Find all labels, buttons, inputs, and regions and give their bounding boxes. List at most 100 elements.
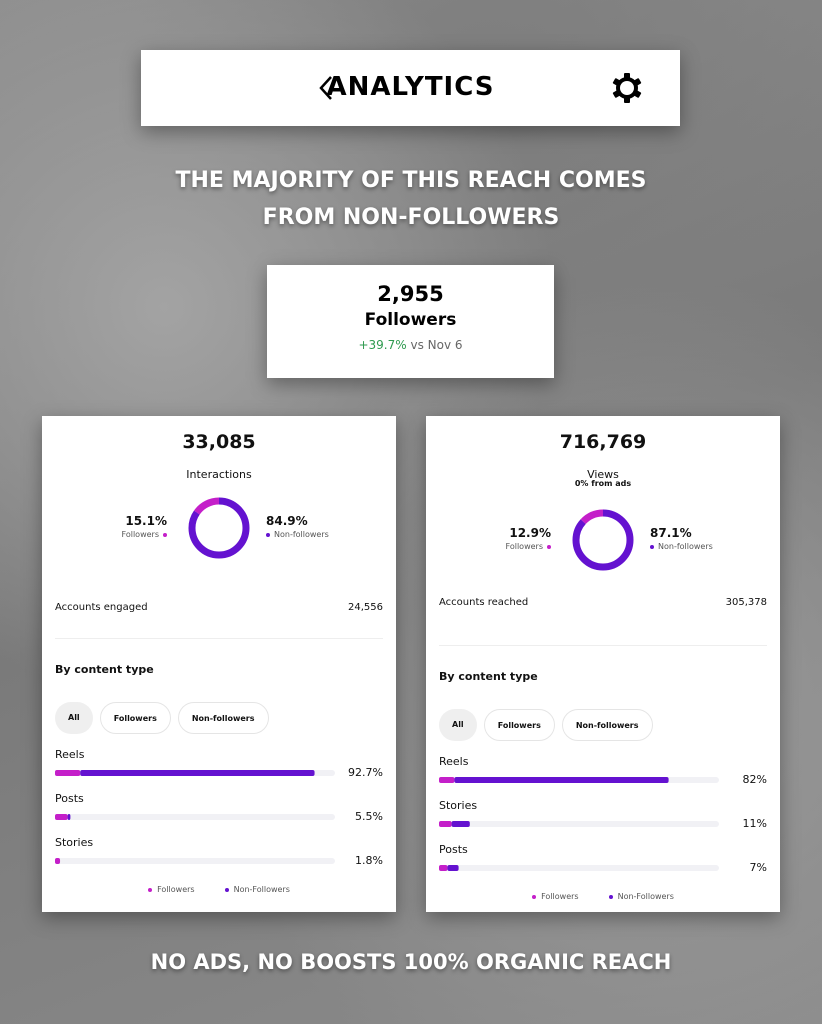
legend-dot <box>163 533 167 537</box>
legend-dot <box>532 894 537 899</box>
legend-item: Non-Followers <box>608 892 674 901</box>
non-followers-bar <box>451 821 470 827</box>
row-bar <box>439 777 719 783</box>
non-followers-bar <box>447 865 459 871</box>
followers-bar <box>439 865 448 871</box>
row-bar <box>55 814 335 820</box>
back-button[interactable] <box>317 74 337 102</box>
row-bar <box>55 858 335 864</box>
legend-dot <box>650 545 654 549</box>
row-bar <box>439 865 719 871</box>
followers-bar <box>55 814 68 820</box>
filter-tab[interactable]: Followers <box>483 709 555 741</box>
row-name: Reels <box>439 755 469 768</box>
donut-segment <box>188 497 250 559</box>
tab-row: All Followers Non-followers <box>55 702 269 734</box>
header-title: ANALYTICS <box>326 72 495 102</box>
tab-row: All Followers Non-followers <box>439 709 653 741</box>
settings-button[interactable] <box>611 72 643 104</box>
filter-tab[interactable]: Followers <box>99 702 171 734</box>
accounts-label: Accounts reached <box>439 597 529 608</box>
metric: Views <box>587 468 619 481</box>
filter-tab[interactable]: All <box>55 702 93 734</box>
filter-tab[interactable]: Non-followers <box>561 709 653 741</box>
row-name: Posts <box>55 792 84 805</box>
total: 716,769 <box>559 431 647 453</box>
row-name: Reels <box>55 748 85 761</box>
non-followers-share: 87.1% <box>650 526 692 540</box>
bar-track <box>55 814 335 820</box>
followers-card: 2,955 Followers +39.7% vs Nov 6 <box>267 265 554 378</box>
legend-dot <box>608 894 613 899</box>
analytics-card: 716,769 Views 0% from ads 12.9% Followers 87.… <box>426 416 780 912</box>
legend-item: Followers <box>532 892 579 901</box>
bar-track <box>439 865 719 871</box>
legend-dot <box>148 887 153 892</box>
legend-label: Followers <box>541 892 579 901</box>
legend-item: Followers <box>148 885 195 894</box>
legend-label: Followers <box>157 885 195 894</box>
followers-bar <box>439 777 455 783</box>
row-share: 11% <box>742 817 767 830</box>
non-followers-name: Non-followers <box>266 530 329 539</box>
followers-bar <box>55 770 81 776</box>
non-followers-name: Non-followers <box>650 542 713 551</box>
divider <box>439 645 767 646</box>
non-followers-bar <box>454 777 669 783</box>
legend-label: Non-Followers <box>233 885 290 894</box>
filter-tab[interactable]: All <box>439 709 477 741</box>
legend-dot <box>224 887 229 892</box>
row-share: 5.5% <box>355 810 383 823</box>
followers-change-row: +39.7% vs Nov 6 <box>267 338 554 352</box>
row-share: 82% <box>742 773 767 786</box>
legend: Followers Non-Followers <box>42 885 396 894</box>
header-bar: ANALYTICS <box>141 50 680 126</box>
metric: Interactions <box>186 468 252 481</box>
filter-tab[interactable]: Non-followers <box>177 702 269 734</box>
row-name: Posts <box>439 843 468 856</box>
row-share: 7% <box>749 861 767 874</box>
followers-comparison: vs Nov 6 <box>410 338 463 352</box>
row-name: Stories <box>55 836 94 849</box>
legend-label: Non-Followers <box>617 892 674 901</box>
followers-share: 12.9% <box>509 526 551 540</box>
legend-dot <box>547 545 551 549</box>
headline: THE MAJORITY OF THIS REACH COMES FROM NO… <box>175 168 647 230</box>
analytics-card: 33,085 Interactions 15.1% Followers 84.9% Non… <box>42 416 396 912</box>
legend-dot <box>266 533 270 537</box>
non-followers-bar <box>67 814 71 820</box>
non-followers-share: 84.9% <box>266 514 308 528</box>
accounts-label: Accounts engaged <box>55 602 148 613</box>
row-bar <box>55 770 335 776</box>
divider <box>55 638 383 639</box>
donut <box>188 497 250 559</box>
section-title: By content type <box>55 663 154 676</box>
bar-track <box>439 821 719 827</box>
followers-change: +39.7% <box>358 338 407 352</box>
accounts-value: 305,378 <box>725 597 767 608</box>
non-followers-bar <box>80 770 315 776</box>
legend-item: Non-Followers <box>224 885 290 894</box>
followers-share: 15.1% <box>125 514 167 528</box>
footer: NO ADS, NO BOOSTS 100% ORGANIC REACH <box>150 950 672 974</box>
followers-name: Followers <box>122 530 167 539</box>
bar-track <box>55 858 335 864</box>
donut-segment <box>188 497 250 559</box>
row-name: Stories <box>439 799 478 812</box>
followers-bar <box>439 821 452 827</box>
followers-name: Followers <box>506 542 551 551</box>
total: 33,085 <box>182 431 256 453</box>
row-share: 1.8% <box>355 854 383 867</box>
followers-count: 2,955 <box>377 282 444 306</box>
followers-bar <box>55 858 61 864</box>
legend: Followers Non-Followers <box>426 892 780 901</box>
accounts-value: 24,556 <box>348 602 383 613</box>
section-title: By content type <box>439 670 538 683</box>
row-bar <box>439 821 719 827</box>
donut <box>572 509 634 571</box>
donut-segment <box>572 509 634 571</box>
row-share: 92.7% <box>348 766 383 779</box>
followers-label: Followers <box>364 310 457 330</box>
note: 0% from ads <box>574 479 632 488</box>
